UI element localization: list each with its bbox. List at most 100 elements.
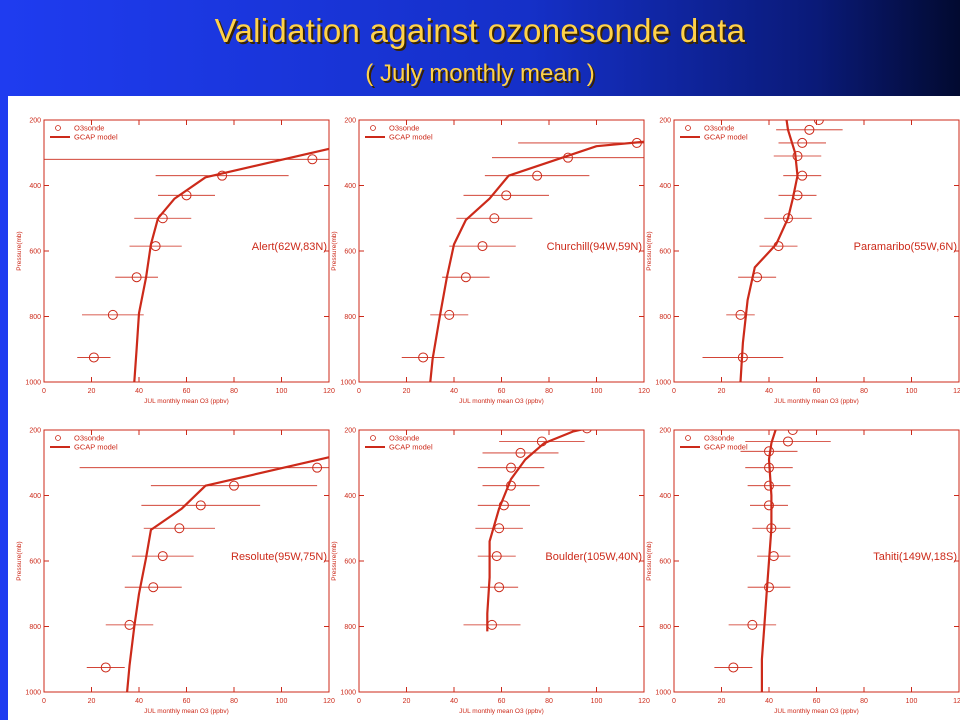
x-tick-label: 60 — [183, 388, 191, 395]
station-label: Boulder(105W,40N) — [545, 551, 642, 563]
y-axis-label: Pressure(mb) — [16, 541, 23, 580]
station-label: Alert(62W,83N) — [252, 241, 327, 253]
y-tick-label: 1000 — [340, 380, 356, 387]
model-line — [760, 430, 777, 692]
legend-sonde-marker — [370, 125, 376, 131]
y-tick-label: 1000 — [655, 380, 671, 387]
y-tick-label: 200 — [29, 428, 41, 435]
plot-area — [714, 430, 845, 692]
y-tick-label: 200 — [659, 118, 671, 125]
x-tick-label: 120 — [953, 698, 960, 705]
y-tick-label: 800 — [344, 624, 356, 631]
sonde-point — [489, 213, 500, 224]
plot-area — [44, 147, 329, 382]
y-tick-label: 200 — [344, 118, 356, 125]
x-tick-label: 20 — [718, 698, 726, 705]
y-tick-label: 800 — [659, 314, 671, 321]
x-axis-label: JUL monthly mean O3 (ppbv) — [459, 398, 544, 405]
y-tick-label: 1000 — [655, 690, 671, 697]
x-tick-label: 100 — [906, 698, 918, 705]
y-tick-label: 200 — [344, 428, 356, 435]
chart-1: 0 20 40 60 80 100 120 200 400 600 800 1000 JUL month… — [16, 118, 335, 406]
sonde-point — [418, 352, 429, 363]
x-tick-label: 40 — [135, 388, 143, 395]
x-tick-label: 0 — [357, 698, 361, 705]
y-tick-label: 600 — [344, 249, 356, 256]
x-tick-label: 20 — [718, 388, 726, 395]
sonde-point — [312, 462, 323, 473]
sonde-point — [229, 480, 239, 491]
sonde-point — [157, 551, 168, 562]
plot-area — [79, 456, 329, 692]
sonde-point — [532, 170, 543, 181]
x-tick-label: 20 — [88, 388, 96, 395]
sonde-point — [174, 523, 185, 534]
x-axis-label: JUL monthly mean O3 (ppbv) — [459, 708, 544, 715]
sonde-point — [148, 582, 159, 593]
legend-sonde-label: O3sonde — [704, 434, 734, 443]
y-tick-label: 400 — [29, 493, 41, 500]
sonde-point — [107, 309, 118, 320]
y-tick-label: 1000 — [25, 690, 41, 697]
y-tick-label: 600 — [344, 559, 356, 566]
sonde-point — [88, 352, 99, 363]
x-tick-label: 0 — [42, 698, 46, 705]
sonde-point — [477, 241, 488, 252]
legend-model-label: GCAP model — [74, 133, 118, 142]
sonde-point — [506, 462, 516, 473]
sonde-point — [217, 170, 228, 181]
legend-sonde-marker — [370, 435, 376, 441]
legend-sonde-marker — [685, 435, 691, 441]
model-line — [429, 140, 644, 382]
chart-3: 0 20 40 60 80 100 120 200 400 600 800 1000 JUL month… — [646, 118, 960, 406]
y-tick-label: 800 — [659, 624, 671, 631]
x-tick-label: 120 — [323, 698, 335, 705]
legend-model-label: GCAP model — [389, 133, 433, 142]
sonde-point — [764, 480, 774, 491]
sonde-point — [515, 447, 526, 458]
figure-panel: 0 20 40 60 80 100 120 200 400 600 800 1000 JUL month… — [8, 96, 960, 720]
legend-model-label: GCAP model — [704, 133, 748, 142]
model-line — [486, 430, 585, 632]
x-tick-label: 100 — [591, 698, 603, 705]
x-tick-label: 0 — [672, 388, 676, 395]
sonde-point — [747, 619, 758, 630]
y-axis-label: Pressure(mb) — [646, 541, 653, 580]
x-tick-label: 80 — [860, 388, 868, 395]
y-axis-label: Pressure(mb) — [331, 231, 338, 270]
x-axis-label: JUL monthly mean O3 (ppbv) — [774, 708, 859, 715]
x-tick-label: 40 — [765, 388, 773, 395]
sonde-point — [783, 436, 793, 447]
slide-subtitle: ( July monthly mean ) — [365, 60, 595, 87]
x-tick-label: 60 — [183, 698, 191, 705]
sonde-point — [195, 500, 206, 511]
x-tick-label: 0 — [672, 698, 676, 705]
legend-model-label: GCAP model — [389, 443, 433, 452]
legend-sonde-label: O3sonde — [704, 124, 734, 133]
legend-sonde-label: O3sonde — [389, 124, 419, 133]
sonde-point — [307, 154, 318, 165]
sonde-point — [582, 430, 592, 434]
x-tick-label: 100 — [276, 698, 288, 705]
plot-area — [702, 120, 853, 382]
x-tick-label: 80 — [545, 388, 553, 395]
sonde-point — [792, 151, 803, 162]
chart-2: 0 20 40 60 80 100 120 200 400 600 800 1000 JUL month… — [331, 118, 650, 406]
sonde-point — [764, 582, 774, 593]
x-tick-label: 100 — [591, 388, 603, 395]
y-tick-label: 200 — [659, 428, 671, 435]
sonde-point — [131, 272, 142, 283]
chart-6: 0 20 40 60 80 100 120 200 400 600 800 1000 JUL month… — [646, 428, 960, 716]
legend-model-label: GCAP model — [74, 443, 118, 452]
y-tick-label: 800 — [344, 314, 356, 321]
x-tick-label: 0 — [357, 388, 361, 395]
x-axis-label: JUL monthly mean O3 (ppbv) — [144, 398, 229, 405]
x-tick-label: 0 — [42, 388, 46, 395]
y-tick-label: 200 — [29, 118, 41, 125]
x-tick-label: 60 — [498, 388, 506, 395]
legend-sonde-label: O3sonde — [389, 434, 419, 443]
x-tick-label: 120 — [953, 388, 960, 395]
x-tick-label: 80 — [230, 388, 238, 395]
y-axis-label: Pressure(mb) — [646, 231, 653, 270]
x-tick-label: 100 — [276, 388, 288, 395]
